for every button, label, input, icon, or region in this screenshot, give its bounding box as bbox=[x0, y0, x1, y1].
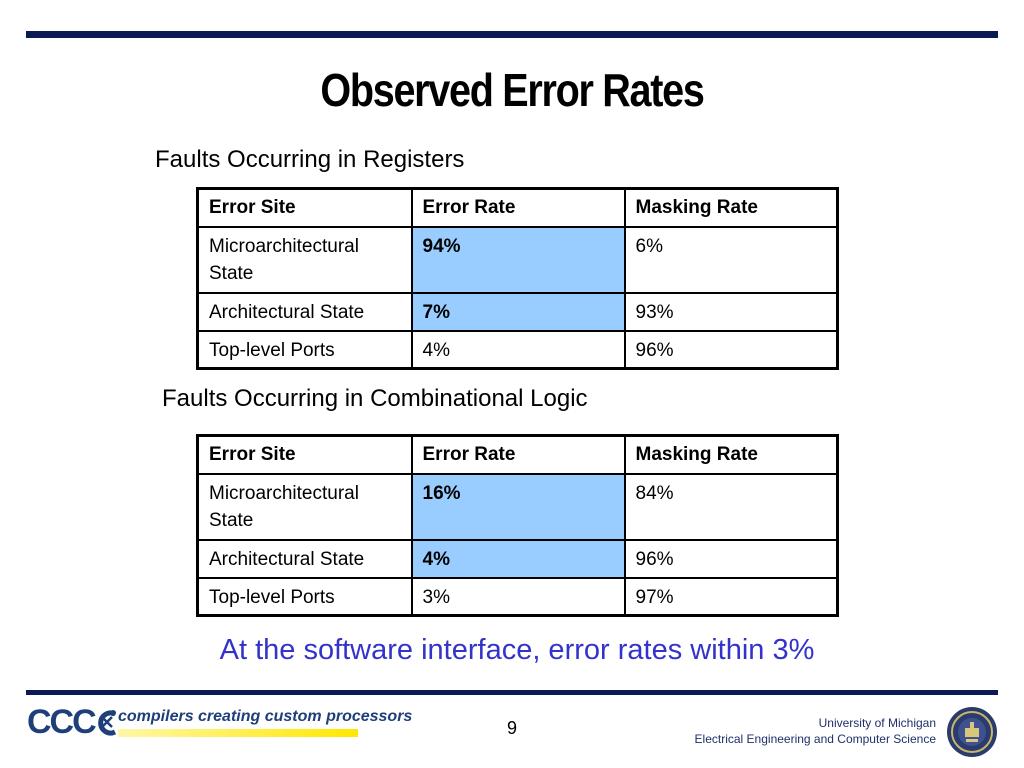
error-rate-cell: 16% bbox=[410, 472, 626, 541]
error-site-cell: Microarchitectural State bbox=[196, 225, 413, 294]
error-site-cell: Top-level Ports bbox=[196, 329, 413, 370]
error-rate-cell: 3% bbox=[410, 576, 626, 617]
masking-rate-cell: 96% bbox=[623, 538, 839, 579]
combinational-logic-table: Error Site Error Rate Masking Rate Micro… bbox=[196, 434, 839, 617]
header-cell: Masking Rate bbox=[623, 187, 839, 228]
masking-rate-cell: 93% bbox=[623, 291, 839, 332]
university-seal-icon bbox=[947, 707, 997, 757]
error-site-cell: Architectural State bbox=[196, 291, 413, 332]
header-cell: Error Rate bbox=[410, 434, 626, 475]
error-site-cell: Microarchitectural State bbox=[196, 472, 413, 541]
masking-rate-cell: 84% bbox=[623, 472, 839, 541]
error-rate-cell: 7% bbox=[410, 291, 626, 332]
bottom-rule bbox=[26, 690, 998, 695]
table-header-row: Error Site Error Rate Masking Rate bbox=[196, 434, 839, 475]
tagline-underline bbox=[118, 729, 358, 737]
ccc-logo-text: CCC bbox=[27, 703, 97, 741]
top-rule bbox=[26, 31, 998, 38]
ccc-logo: CCC bbox=[27, 704, 121, 740]
slide-title: Observed Error Rates bbox=[320, 64, 704, 116]
affiliation-department: Electrical Engineering and Computer Scie… bbox=[694, 732, 936, 746]
tagline: compilers creating custom processors bbox=[118, 708, 413, 725]
table-row: Architectural State 7% 93% bbox=[196, 291, 839, 332]
registers-heading: Faults Occurring in Registers bbox=[155, 146, 465, 173]
table-header-row: Error Site Error Rate Masking Rate bbox=[196, 187, 839, 228]
table-row: Microarchitectural State 94% 6% bbox=[196, 225, 839, 294]
masking-rate-cell: 96% bbox=[623, 329, 839, 370]
affiliation-university: University of Michigan bbox=[818, 716, 936, 730]
error-rate-cell: 4% bbox=[410, 538, 626, 579]
error-rate-cell: 4% bbox=[410, 329, 626, 370]
header-cell: Masking Rate bbox=[623, 434, 839, 475]
header-cell: Error Rate bbox=[410, 187, 626, 228]
table-row: Microarchitectural State 16% 84% bbox=[196, 472, 839, 541]
masking-rate-cell: 6% bbox=[623, 225, 839, 294]
header-cell: Error Site bbox=[196, 434, 413, 475]
error-rate-cell: 94% bbox=[410, 225, 626, 294]
table-row: Architectural State 4% 96% bbox=[196, 538, 839, 579]
masking-rate-cell: 97% bbox=[623, 576, 839, 617]
conclusion-text: At the software interface, error rates w… bbox=[219, 634, 815, 666]
affiliation: University of Michigan Electrical Engine… bbox=[695, 715, 936, 747]
table-row: Top-level Ports 3% 97% bbox=[196, 576, 839, 617]
error-site-cell: Architectural State bbox=[196, 538, 413, 579]
header-cell: Error Site bbox=[196, 187, 413, 228]
page-number: 9 bbox=[506, 718, 517, 738]
registers-table: Error Site Error Rate Masking Rate Micro… bbox=[196, 187, 839, 370]
combinational-logic-heading: Faults Occurring in Combinational Logic bbox=[162, 385, 588, 412]
ccc-logo-icon bbox=[97, 710, 116, 736]
error-site-cell: Top-level Ports bbox=[196, 576, 413, 617]
table-row: Top-level Ports 4% 96% bbox=[196, 329, 839, 370]
